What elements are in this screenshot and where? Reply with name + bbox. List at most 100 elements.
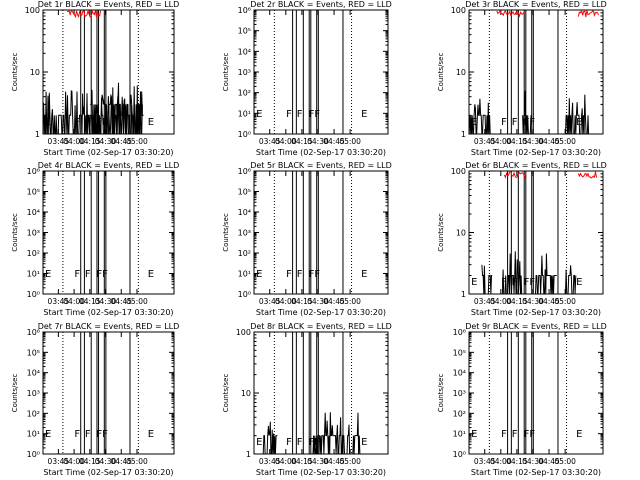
x-tick-label: 04:15 <box>506 297 528 306</box>
y-axis-label: Counts/sec <box>222 53 230 92</box>
chart-panel-3: Det 3r BLACK = Events, RED = LLD Counts/s… <box>437 0 607 157</box>
y-tick-label: 10⁰ <box>27 290 40 299</box>
y-axis-label: Counts/sec <box>11 213 19 252</box>
x-tick-label: 04:45 <box>538 137 560 146</box>
x-tick-label: 03:45 <box>48 137 70 146</box>
flag-label: E <box>256 269 262 280</box>
x-tick-label: 04:00 <box>490 137 512 146</box>
x-tick-label: 04:00 <box>275 457 297 466</box>
x-tick-label: 03:45 <box>48 457 70 466</box>
x-axis-label: Start Time (02-Sep-17 03:30:20) <box>471 148 601 157</box>
y-axis-label: Counts/sec <box>11 374 19 413</box>
y-tick-label: 10⁵ <box>27 188 40 197</box>
chart-panel-6: Det 6r BLACK = Events, RED = LLD Counts/s… <box>437 161 607 317</box>
x-tick-label: 04:15 <box>291 297 313 306</box>
flag-label: E <box>148 117 154 128</box>
chart-title: Det 2r BLACK = Events, RED = LLD <box>250 0 392 9</box>
x-tick-label: 04:30 <box>95 137 117 146</box>
y-tick-label: 10⁵ <box>453 348 466 357</box>
flag-label: E <box>256 437 262 448</box>
y-tick-label: 10⁴ <box>27 369 40 378</box>
y-tick-label: 10¹ <box>238 270 251 279</box>
flag-label: F <box>74 269 80 280</box>
events-trace <box>481 264 493 295</box>
y-tick-label: 10¹ <box>238 109 251 118</box>
flag-label: F <box>512 117 518 128</box>
x-tick-label: 04:45 <box>323 297 345 306</box>
y-tick-label: 1 <box>461 130 466 139</box>
x-tick-label: 05:00 <box>126 137 148 146</box>
flag-label: FF <box>96 269 108 280</box>
y-tick-label: 10³ <box>238 229 251 238</box>
flag-label: E <box>361 109 367 120</box>
x-tick-label: 04:15 <box>79 297 101 306</box>
x-tick-label: 04:00 <box>63 457 85 466</box>
y-tick-label: 1 <box>246 450 251 459</box>
flag-label: E <box>471 277 477 288</box>
y-axis-label: Counts/sec <box>437 213 445 252</box>
y-tick-label: 100 <box>451 6 466 15</box>
flag-label: E <box>471 429 477 440</box>
x-axis-label: Start Time (02-Sep-17 03:30:20) <box>256 308 386 317</box>
x-tick-label: 03:45 <box>259 297 281 306</box>
y-axis-label: Counts/sec <box>222 374 230 413</box>
lld-trace <box>577 171 598 179</box>
events-trace <box>312 412 362 455</box>
x-tick-label: 04:00 <box>490 297 512 306</box>
chart-title: Det 8r BLACK = Events, RED = LLD <box>250 322 392 331</box>
x-tick-label: 04:30 <box>95 457 117 466</box>
x-tick-label: 04:00 <box>490 457 512 466</box>
flag-label: F <box>286 269 292 280</box>
x-tick-label: 04:30 <box>307 137 329 146</box>
y-tick-label: 10² <box>27 409 40 418</box>
x-tick-label: 05:00 <box>126 457 148 466</box>
flag-label: E <box>256 109 262 120</box>
x-tick-label: 05:00 <box>126 297 148 306</box>
flag-label: F <box>501 277 507 288</box>
chart-panel-2: Det 2r BLACK = Events, RED = LLD Counts/s… <box>222 0 392 157</box>
lld-trace <box>496 9 525 18</box>
x-tick-label: 04:45 <box>538 457 560 466</box>
y-tick-label: 10¹ <box>27 430 40 439</box>
chart-title: Det 6r BLACK = Events, RED = LLD <box>465 161 607 170</box>
y-axis-label: Counts/sec <box>222 213 230 252</box>
y-tick-label: 10⁰ <box>453 450 466 459</box>
y-tick-label: 10⁵ <box>27 348 40 357</box>
flag-label: F <box>501 429 507 440</box>
y-tick-label: 10 <box>456 229 466 238</box>
flag-label: E <box>576 277 582 288</box>
chart-title: Det 4r BLACK = Events, RED = LLD <box>38 161 180 170</box>
x-tick-label: 05:00 <box>554 297 576 306</box>
flag-label: E <box>148 429 154 440</box>
y-tick-label: 10³ <box>27 389 40 398</box>
x-tick-label: 04:15 <box>291 457 313 466</box>
flag-label: FF <box>309 109 321 120</box>
x-tick-label: 03:45 <box>259 137 281 146</box>
x-tick-label: 04:15 <box>291 137 313 146</box>
x-axis-label: Start Time (02-Sep-17 03:30:20) <box>471 308 601 317</box>
flag-label: F <box>286 437 292 448</box>
y-tick-label: 1 <box>461 290 466 299</box>
y-tick-label: 100 <box>451 167 466 176</box>
chart-title: Det 7r BLACK = Events, RED = LLD <box>38 322 180 331</box>
y-tick-label: 100 <box>236 328 251 337</box>
y-tick-label: 10³ <box>238 68 251 77</box>
x-tick-label: 04:45 <box>323 137 345 146</box>
flag-label: FF <box>524 429 536 440</box>
x-tick-label: 03:45 <box>474 297 496 306</box>
x-tick-label: 04:45 <box>110 137 132 146</box>
flag-label: E <box>361 269 367 280</box>
chart-panel-4: Det 4r BLACK = Events, RED = LLD Counts/s… <box>11 161 179 317</box>
y-tick-label: 10¹ <box>453 430 466 439</box>
y-tick-label: 10¹ <box>27 270 40 279</box>
y-tick-label: 10⁰ <box>238 130 251 139</box>
x-tick-label: 04:30 <box>522 297 544 306</box>
y-tick-label: 100 <box>25 6 40 15</box>
chart-title: Det 1r BLACK = Events, RED = LLD <box>38 0 180 9</box>
events-trace <box>469 98 491 135</box>
flag-label: FF <box>524 117 536 128</box>
chart-panel-5: Det 5r BLACK = Events, RED = LLD Counts/s… <box>222 161 392 317</box>
x-tick-label: 04:45 <box>538 297 560 306</box>
x-tick-label: 04:45 <box>323 457 345 466</box>
y-tick-label: 10⁵ <box>238 27 251 36</box>
